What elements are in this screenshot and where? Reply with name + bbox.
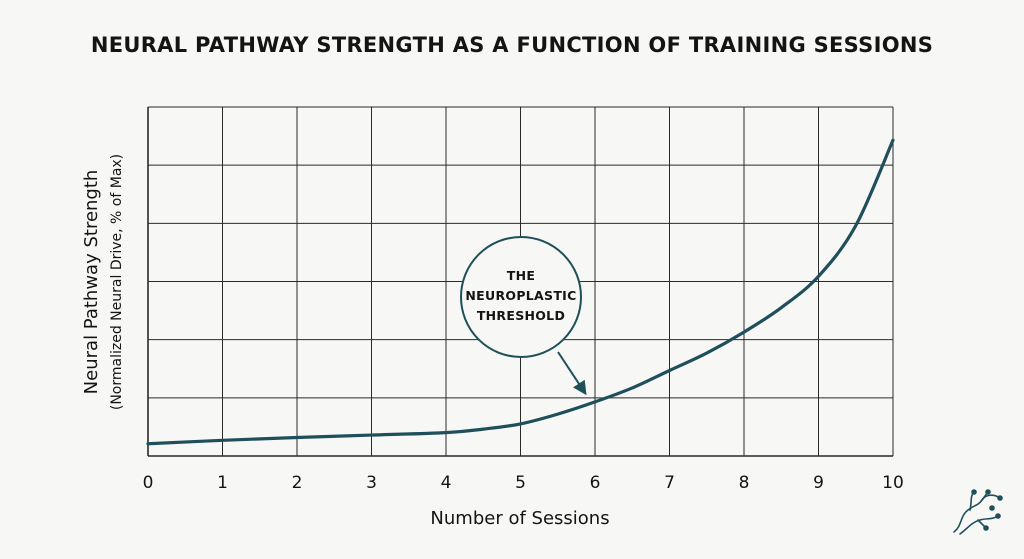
x-tick-label: 7 [664,473,675,493]
chart-title: NEURAL PATHWAY STRENGTH AS A FUNCTION OF… [90,33,934,57]
x-tick-labels: 0 1 2 3 4 5 6 7 8 9 10 [143,473,904,493]
series-line [146,138,895,446]
x-tick-label: 0 [143,473,154,493]
x-tick-label: 8 [739,473,750,493]
neuron-logo-icon [953,489,1003,535]
annotation-arrow [557,351,587,396]
x-axis-label: Number of Sessions [430,508,609,529]
annotation-circle [460,236,582,358]
annotation-line-3: THRESHOLD [477,308,565,323]
annotation-line-1: THE [507,268,535,283]
x-tick-label: 6 [590,473,601,493]
x-tick-label: 2 [292,473,303,493]
x-tick-label: 1 [217,473,228,493]
y-axis-sublabel: (Normalized Neural Drive, % of Max) [109,154,125,410]
x-tick-label: 5 [515,473,526,493]
annotation-line-2: NEUROPLASTIC [465,288,576,303]
x-tick-label: 9 [813,473,824,493]
annotation-callout: THE NEUROPLASTIC THRESHOLD [460,236,587,396]
x-tick-label: 3 [366,473,377,493]
y-axis-label: Neural Pathway Strength [81,170,102,395]
x-tick-label: 10 [882,473,904,493]
x-tick-label: 4 [441,473,452,493]
